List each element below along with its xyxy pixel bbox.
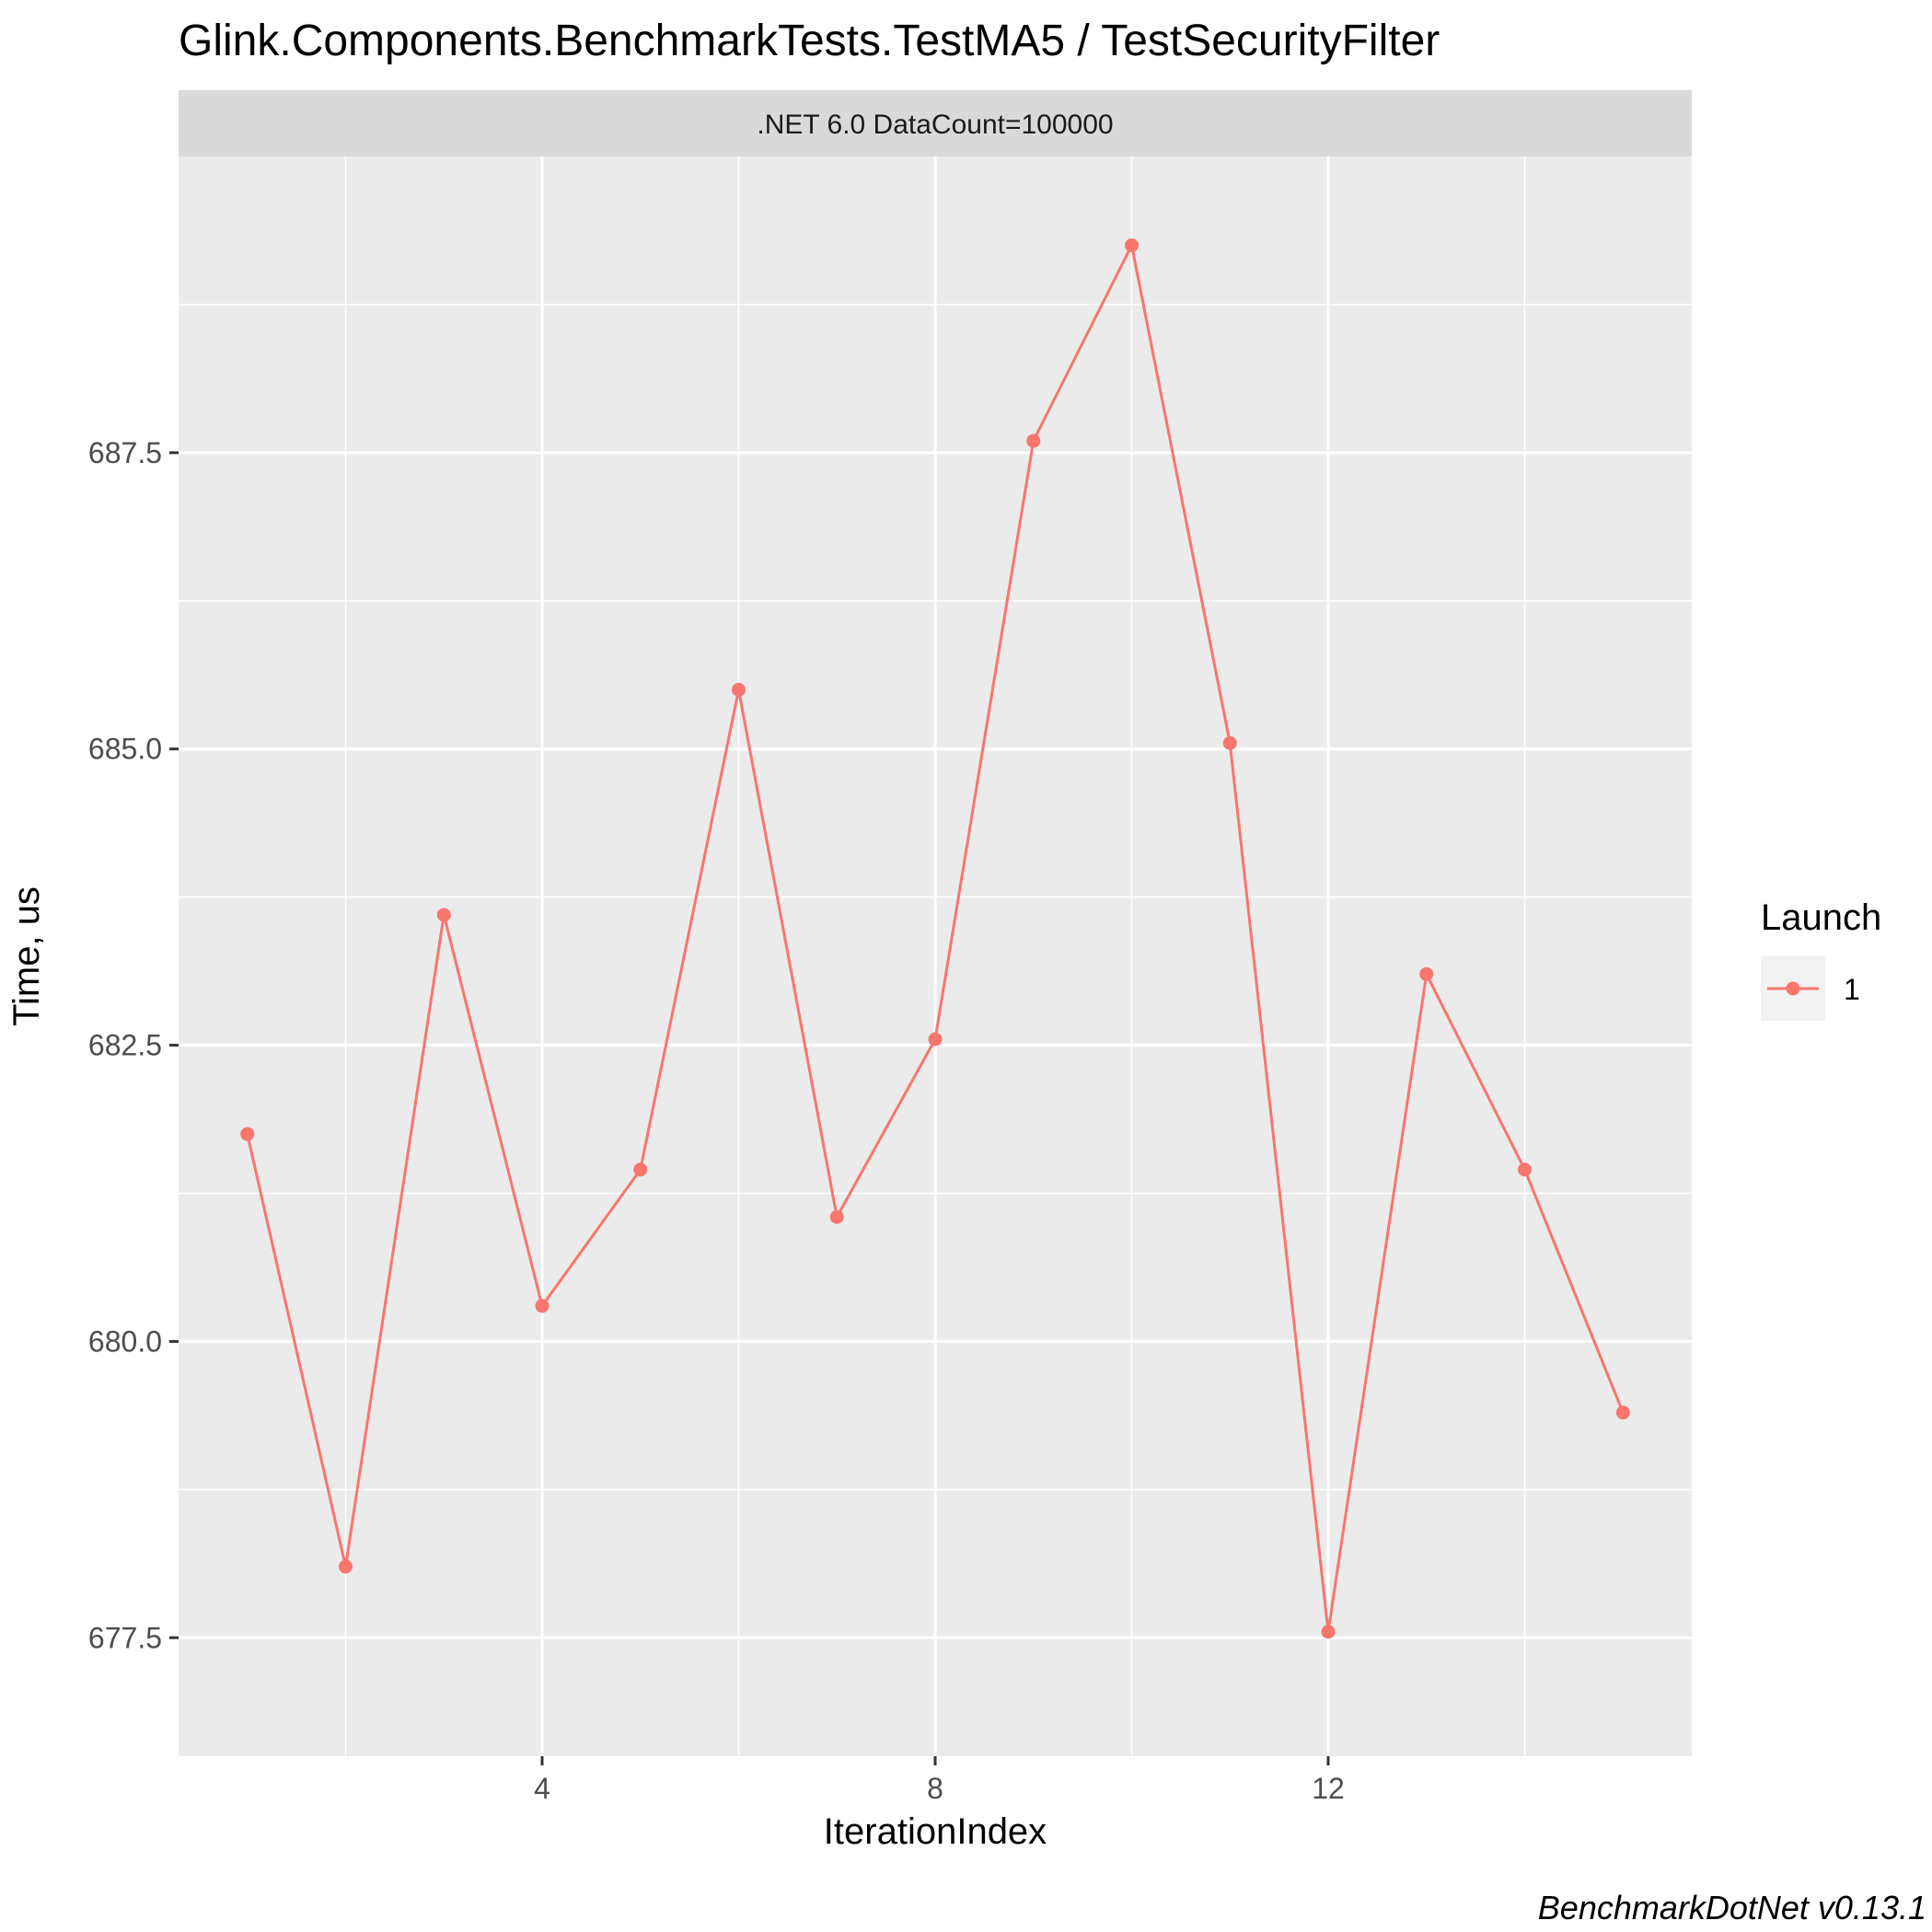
data-point — [1321, 1625, 1336, 1639]
series-layer — [240, 238, 1630, 1639]
legend-entry-label: 1 — [1844, 973, 1860, 1006]
y-tick-label: 682.5 — [88, 1029, 162, 1062]
data-point — [1026, 434, 1041, 448]
legend-title: Launch — [1761, 897, 1881, 938]
facet-strip — [179, 90, 1692, 156]
data-point — [731, 682, 746, 697]
y-tick-label: 677.5 — [88, 1621, 162, 1654]
x-tick-label: 4 — [534, 1772, 550, 1805]
axis-ticks — [169, 451, 1330, 1765]
legend: Launch 1 — [1761, 897, 1881, 1021]
y-tick-label: 680.0 — [88, 1325, 162, 1358]
major-gridlines — [179, 156, 1692, 1756]
data-point — [1615, 1406, 1630, 1420]
data-point — [1125, 238, 1140, 253]
data-point — [1518, 1163, 1533, 1177]
data-point — [633, 1163, 648, 1177]
data-point — [1222, 735, 1237, 750]
legend-key-point — [1786, 981, 1800, 996]
y-axis-title: Time, us — [6, 886, 47, 1026]
data-point — [240, 1127, 255, 1141]
x-axis-title: IterationIndex — [824, 1811, 1047, 1852]
facet-strip-label: .NET 6.0 DataCount=100000 — [757, 110, 1113, 140]
x-tick-label: 12 — [1312, 1772, 1345, 1805]
x-tick-label: 8 — [927, 1772, 943, 1805]
data-point — [829, 1209, 844, 1224]
data-point — [1419, 966, 1434, 981]
chart-caption: BenchmarkDotNet v0.13.1 — [1538, 1889, 1926, 1926]
data-point — [535, 1299, 550, 1313]
tick-labels: 4 8 12 677.5 680.0 682.5 685.0 687.5 — [88, 436, 1345, 1805]
data-point — [338, 1559, 353, 1574]
y-tick-label: 685.0 — [88, 733, 162, 766]
chart-title: Glink.Components.BenchmarkTests.TestMA5 … — [179, 17, 1440, 65]
y-tick-label: 687.5 — [88, 436, 162, 469]
data-point — [436, 908, 451, 922]
data-point — [928, 1032, 943, 1047]
